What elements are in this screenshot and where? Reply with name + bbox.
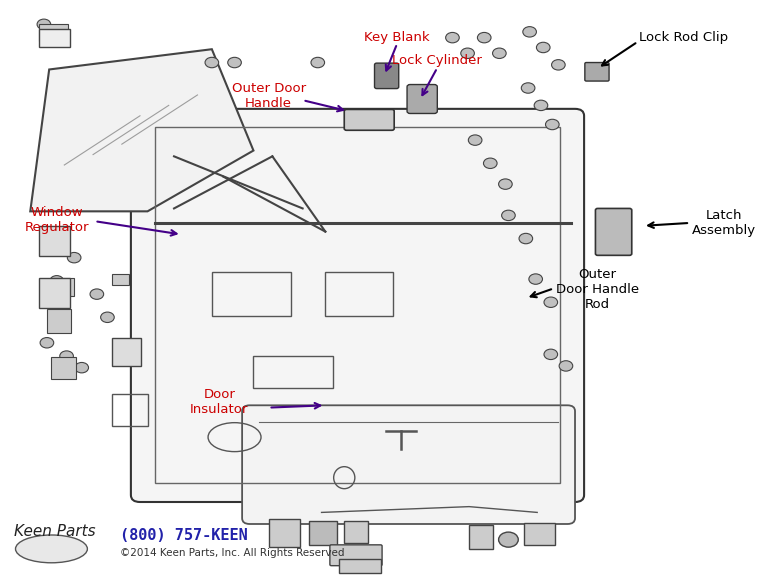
Ellipse shape	[15, 535, 87, 563]
Bar	[39, 278, 69, 308]
Bar	[524, 523, 555, 545]
Circle shape	[545, 119, 559, 130]
Circle shape	[501, 210, 515, 221]
Text: Keen Parts: Keen Parts	[14, 523, 95, 538]
Text: Lock Cylinder: Lock Cylinder	[393, 54, 482, 67]
Circle shape	[460, 48, 474, 58]
Circle shape	[484, 158, 497, 168]
Text: Key Blank: Key Blank	[364, 31, 430, 44]
Circle shape	[523, 27, 537, 37]
Bar	[344, 521, 369, 543]
Circle shape	[50, 276, 64, 286]
Circle shape	[559, 361, 573, 371]
Circle shape	[228, 57, 241, 68]
FancyBboxPatch shape	[407, 85, 437, 113]
Circle shape	[499, 179, 512, 189]
Circle shape	[519, 233, 533, 244]
Circle shape	[537, 42, 550, 53]
Circle shape	[90, 289, 104, 299]
Bar	[47, 309, 71, 333]
Bar	[112, 274, 129, 285]
Bar	[309, 521, 337, 545]
FancyBboxPatch shape	[585, 63, 609, 81]
Circle shape	[67, 252, 81, 263]
Circle shape	[48, 239, 62, 250]
Circle shape	[311, 57, 325, 68]
Text: Outer Door
Handle: Outer Door Handle	[232, 82, 306, 109]
Bar	[39, 226, 69, 256]
Circle shape	[521, 83, 535, 93]
Bar	[212, 272, 291, 316]
Circle shape	[529, 274, 543, 284]
FancyBboxPatch shape	[330, 545, 382, 566]
Circle shape	[534, 100, 547, 111]
Text: Outer
Door Handle
Rod: Outer Door Handle Rod	[556, 268, 639, 311]
Text: Window
Regulator: Window Regulator	[25, 206, 89, 234]
FancyBboxPatch shape	[595, 208, 631, 255]
Polygon shape	[30, 49, 253, 211]
Circle shape	[37, 19, 51, 30]
Circle shape	[477, 32, 491, 43]
FancyBboxPatch shape	[242, 405, 575, 524]
Bar	[269, 519, 300, 547]
Circle shape	[499, 532, 518, 547]
Text: Latch
Assembly: Latch Assembly	[692, 209, 756, 237]
Circle shape	[75, 362, 89, 373]
Circle shape	[468, 135, 482, 145]
Circle shape	[544, 349, 557, 360]
Circle shape	[40, 338, 54, 348]
Circle shape	[205, 57, 219, 68]
Bar	[39, 24, 68, 41]
Circle shape	[55, 301, 69, 311]
Circle shape	[101, 312, 114, 323]
Circle shape	[551, 60, 565, 70]
Text: ©2014 Keen Parts, Inc. All Rights Reserved: ©2014 Keen Parts, Inc. All Rights Reserv…	[119, 548, 344, 558]
FancyBboxPatch shape	[344, 109, 394, 130]
Circle shape	[493, 48, 506, 58]
Bar	[52, 357, 75, 379]
Circle shape	[544, 297, 557, 307]
Circle shape	[446, 32, 459, 43]
Text: Door
Insulator: Door Insulator	[190, 389, 249, 416]
Text: (800) 757-KEEN: (800) 757-KEEN	[119, 527, 247, 543]
Circle shape	[60, 351, 73, 361]
FancyBboxPatch shape	[131, 109, 584, 502]
Bar	[339, 559, 380, 573]
Bar	[155, 127, 560, 483]
Bar	[253, 356, 333, 388]
Bar	[39, 29, 69, 47]
Bar	[469, 525, 494, 549]
Text: Lock Rod Clip: Lock Rod Clip	[639, 31, 728, 44]
Bar	[112, 338, 141, 366]
FancyBboxPatch shape	[374, 63, 399, 89]
Bar	[326, 272, 393, 316]
Bar	[112, 394, 149, 426]
Bar	[52, 278, 74, 296]
